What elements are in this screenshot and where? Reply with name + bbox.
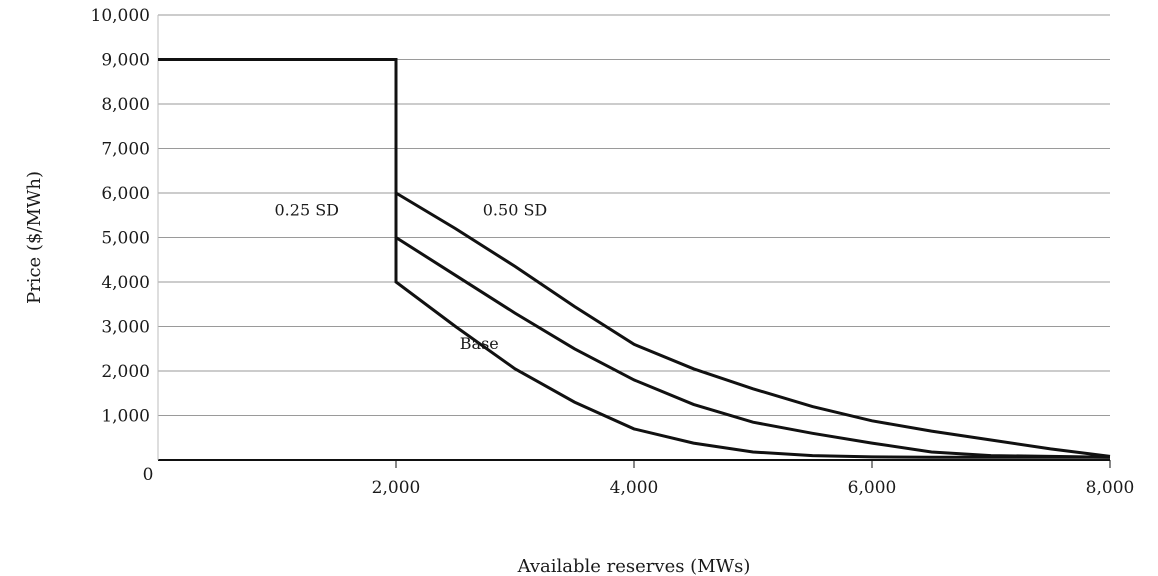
y-axis-title: Price ($/MWh) (24, 171, 45, 304)
y-tick-label: 2,000 (101, 362, 150, 382)
series-line-0-25-sd (395, 236, 1111, 459)
origin-tick-label: 0 (143, 465, 154, 485)
y-tick-labels: 1,000 2,000 3,000 4,000 5,000 6,000 7,000 8,000… (91, 6, 150, 427)
x-tick-label: 2,000 (372, 478, 421, 498)
y-tick-label: 5,000 (101, 229, 150, 249)
series-line-0-50-sd (395, 191, 1111, 458)
y-tick-label: 9,000 (101, 51, 150, 71)
x-tick-label: 4,000 (610, 478, 659, 498)
y-tick-label: 3,000 (101, 318, 150, 338)
y-tick-label: 7,000 (101, 140, 150, 160)
x-tick-label: 8,000 (1086, 478, 1135, 498)
y-tick-label: 1,000 (101, 407, 150, 427)
x-axis-title: Available reserves (MWs) (517, 556, 751, 576)
annotation-0-50-sd: 0.50 SD (483, 200, 548, 219)
annotation-0-25-sd: 0.25 SD (275, 200, 340, 219)
series-lines (158, 58, 1111, 459)
x-tick-label: 6,000 (848, 478, 897, 498)
y-tick-label: 4,000 (101, 273, 150, 293)
y-tick-label: 6,000 (101, 184, 150, 204)
annotation-base: Base (460, 334, 499, 353)
y-tick-label: 8,000 (101, 95, 150, 115)
annotations: 0.25 SD 0.50 SD Base (275, 200, 548, 353)
x-tick-labels: 2,000 4,000 6,000 8,000 (372, 460, 1135, 498)
y-tick-label: 10,000 (91, 6, 150, 26)
grid-lines (158, 14, 1110, 416)
series-line-base (158, 58, 1110, 459)
